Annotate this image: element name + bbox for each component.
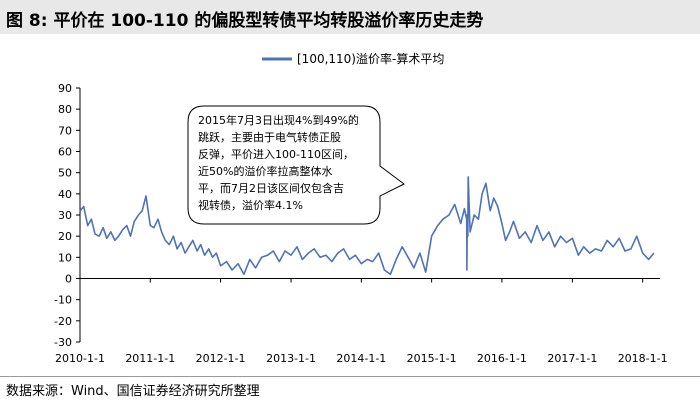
x-tick-label: 2015-1-1 bbox=[407, 352, 457, 365]
y-tick-label: 80 bbox=[58, 103, 72, 116]
premium-rate-line-chart: [100,110)溢价率-算术平均 -30 -20 -10 0 10 20 30 40 50 60… bbox=[54, 51, 668, 365]
callout-text-line: 2015年7月3日出现4%到49%的 bbox=[198, 113, 359, 127]
callout-text-line: 近50%的溢价率拉高整体水 bbox=[198, 164, 332, 178]
y-tick-label: 10 bbox=[58, 251, 72, 264]
callout-text-line: 视转债，溢价率4.1% bbox=[198, 198, 303, 212]
title-bar bbox=[0, 0, 700, 34]
legend-label: [100,110)溢价率-算术平均 bbox=[297, 51, 444, 66]
x-tick-label: 2017-1-1 bbox=[547, 352, 597, 365]
source-note: 数据来源：Wind、国信证券经济研究所整理 bbox=[6, 384, 260, 399]
x-axis: 2010-1-1 2011-1-1 2012-1-1 2013-1-1 2014-1-1… bbox=[55, 278, 668, 365]
y-tick-label: -30 bbox=[54, 336, 72, 349]
y-tick-label: 20 bbox=[58, 230, 72, 243]
x-tick-label: 2016-1-1 bbox=[477, 352, 527, 365]
y-axis: -30 -20 -10 0 10 20 30 40 50 60 70 80 90 bbox=[54, 82, 81, 349]
y-tick-label: 60 bbox=[58, 146, 72, 159]
y-tick-label: 90 bbox=[58, 82, 72, 95]
y-tick-label: -20 bbox=[54, 315, 72, 328]
callout-text-line: 反弹，平价进入100-110区间， bbox=[198, 147, 354, 161]
x-tick-label: 2018-1-1 bbox=[618, 352, 668, 365]
y-tick-label: 70 bbox=[58, 124, 72, 137]
y-tick-label: 0 bbox=[65, 273, 72, 286]
legend: [100,110)溢价率-算术平均 bbox=[262, 51, 444, 66]
y-tick-label: 40 bbox=[58, 188, 72, 201]
figure-title: 图 8: 平价在 100-110 的偏股型转债平均转股溢价率历史走势 bbox=[6, 11, 484, 31]
x-tick-label: 2013-1-1 bbox=[266, 352, 316, 365]
y-tick-label: -10 bbox=[54, 294, 72, 307]
x-tick-label: 2014-1-1 bbox=[336, 352, 386, 365]
divider bbox=[0, 376, 700, 377]
callout-text-line: 平，而7月2日该区间仅包含吉 bbox=[198, 181, 344, 195]
callout-text-line: 跳跃，主要由于电气转债正股 bbox=[198, 130, 341, 144]
callout-box bbox=[187, 105, 405, 225]
x-tick-label: 2010-1-1 bbox=[55, 352, 105, 365]
x-tick-label: 2012-1-1 bbox=[196, 352, 246, 365]
series-line bbox=[79, 176, 655, 276]
annotation-callout: 2015年7月3日出现4%到49%的跳跃，主要由于电气转债正股反弹，平价进入10… bbox=[187, 105, 405, 225]
y-tick-label: 30 bbox=[58, 209, 72, 222]
x-tick-label: 2011-1-1 bbox=[125, 352, 175, 365]
y-tick-label: 50 bbox=[58, 167, 72, 180]
plot-area bbox=[79, 176, 655, 276]
